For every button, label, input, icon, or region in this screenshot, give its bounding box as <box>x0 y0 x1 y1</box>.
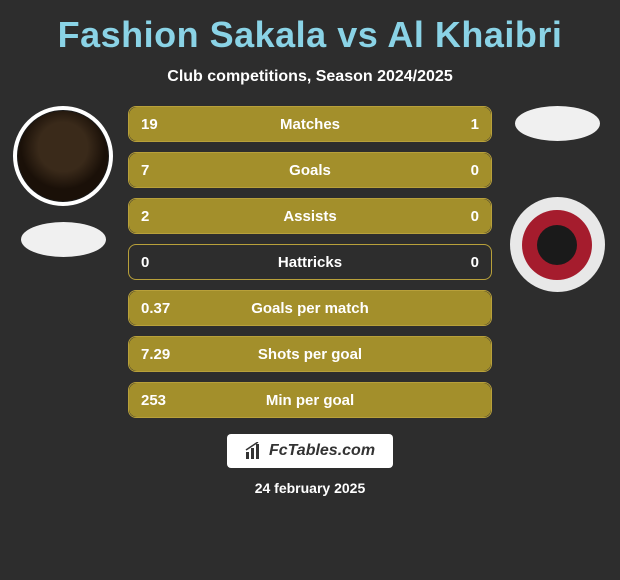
stat-value-right: 0 <box>471 254 479 271</box>
stat-label: Shots per goal <box>129 346 491 363</box>
stat-row: 19Matches1 <box>128 106 492 142</box>
player1-photo <box>13 106 113 206</box>
stat-label: Min per goal <box>129 392 491 409</box>
player2-top-logo <box>515 106 600 141</box>
stat-row: 0.37Goals per match <box>128 290 492 326</box>
stat-row: 2Assists0 <box>128 198 492 234</box>
stat-row: 7.29Shots per goal <box>128 336 492 372</box>
stat-value-right: 0 <box>471 162 479 179</box>
left-player-column <box>8 106 118 257</box>
face-icon <box>18 111 108 201</box>
stat-label: Goals per match <box>129 300 491 317</box>
soccer-ball-icon <box>537 225 577 265</box>
stat-value-right: 1 <box>471 116 479 133</box>
comparison-content: 19Matches17Goals02Assists00Hattricks00.3… <box>0 106 620 418</box>
fctables-brand-badge: FcTables.com <box>227 434 393 468</box>
player2-club-badge <box>510 197 605 292</box>
comparison-subtitle: Club competitions, Season 2024/2025 <box>167 68 452 86</box>
comparison-title: Fashion Sakala vs Al Khaibri <box>58 14 563 56</box>
stat-label: Hattricks <box>129 254 491 271</box>
stat-row: 0Hattricks0 <box>128 244 492 280</box>
stat-label: Goals <box>129 162 491 179</box>
comparison-date: 24 february 2025 <box>255 480 366 496</box>
badge-inner <box>522 210 592 280</box>
stat-value-right: 0 <box>471 208 479 225</box>
right-player-column <box>502 106 612 292</box>
player1-club-logo <box>21 222 106 257</box>
chart-icon <box>245 442 263 460</box>
stats-list: 19Matches17Goals02Assists00Hattricks00.3… <box>118 106 502 418</box>
footer: FcTables.com 24 february 2025 <box>227 434 393 496</box>
stat-row: 7Goals0 <box>128 152 492 188</box>
brand-text: FcTables.com <box>269 442 375 460</box>
stat-label: Assists <box>129 208 491 225</box>
stat-label: Matches <box>129 116 491 133</box>
stat-row: 253Min per goal <box>128 382 492 418</box>
